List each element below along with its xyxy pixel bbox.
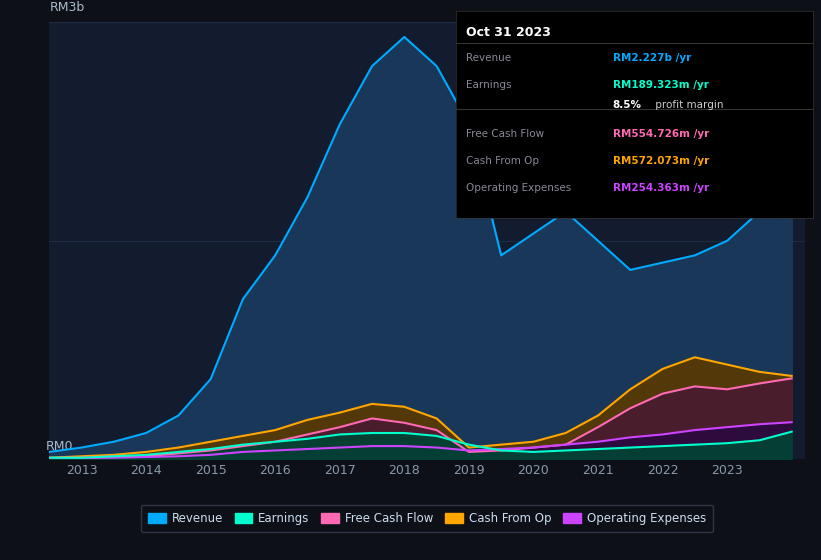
Text: Revenue: Revenue [466,53,511,63]
Text: Operating Expenses: Operating Expenses [466,183,571,193]
Text: Free Cash Flow: Free Cash Flow [466,129,544,139]
Text: Earnings: Earnings [466,80,511,90]
Text: RM2.227b /yr: RM2.227b /yr [612,53,691,63]
Text: RM254.363m /yr: RM254.363m /yr [612,183,709,193]
Legend: Revenue, Earnings, Free Cash Flow, Cash From Op, Operating Expenses: Revenue, Earnings, Free Cash Flow, Cash … [140,505,713,532]
Text: 8.5%: 8.5% [612,100,642,110]
Text: Oct 31 2023: Oct 31 2023 [466,26,551,39]
Text: RM0: RM0 [45,440,73,452]
Text: RM572.073m /yr: RM572.073m /yr [612,156,709,166]
Text: profit margin: profit margin [652,100,723,110]
Text: RM3b: RM3b [49,1,85,13]
Text: RM554.726m /yr: RM554.726m /yr [612,129,709,139]
Text: RM189.323m /yr: RM189.323m /yr [612,80,709,90]
Text: Cash From Op: Cash From Op [466,156,539,166]
